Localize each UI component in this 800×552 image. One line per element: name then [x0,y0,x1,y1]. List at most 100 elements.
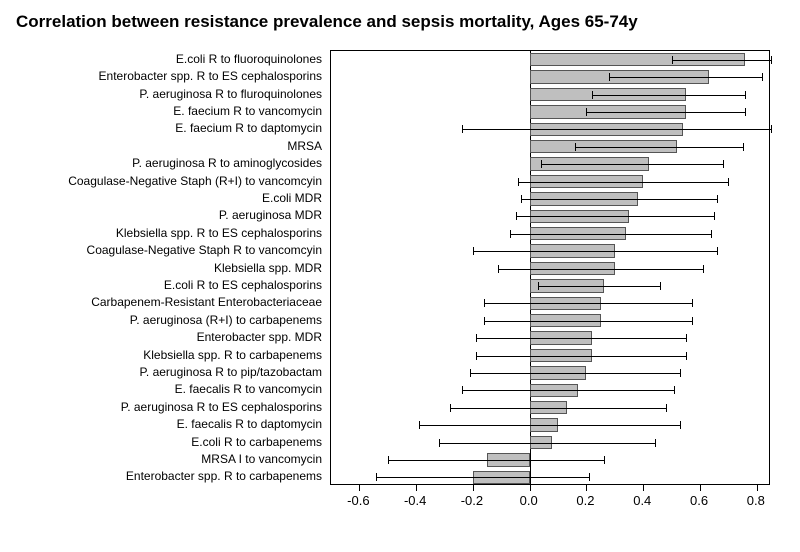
error-cap [450,404,451,412]
error-cap [473,247,474,255]
y-axis-label: E.coli R to ES cephalosporins [164,279,322,291]
error-bar [672,60,771,61]
y-axis-label: Klebsiella spp. R to carbapenems [143,349,322,361]
error-cap [660,282,661,290]
y-axis-label: P. aeruginosa R to aminoglycosides [132,157,322,169]
error-cap [680,369,681,377]
error-cap [586,108,587,116]
error-cap [762,73,763,81]
error-cap [470,369,471,377]
error-bar [476,356,686,357]
x-tick-label: -0.4 [404,493,426,508]
error-bar [388,460,604,461]
error-cap [462,125,463,133]
error-cap [743,143,744,151]
error-cap [728,178,729,186]
y-axis-label: E. faecium R to daptomycin [175,122,322,134]
error-cap [711,230,712,238]
y-axis-label: P. aeruginosa R to ES cephalosporins [121,401,322,413]
error-cap [484,299,485,307]
y-axis-label: P. aeruginosa (R+I) to carbapenems [130,314,322,326]
y-axis-label: Enterobacter spp. R to carbapenems [126,470,322,482]
error-cap [771,56,772,64]
error-bar [376,477,589,478]
error-cap [521,195,522,203]
error-cap [745,108,746,116]
error-cap [498,265,499,273]
error-bar [498,269,702,270]
error-bar [462,390,675,391]
error-bar [473,251,717,252]
error-cap [516,212,517,220]
error-cap [771,125,772,133]
y-axis-label: Coagulase-Negative Staph (R+I) to vancom… [68,175,322,187]
y-axis-label: E. faecalis R to daptomycin [177,418,322,430]
error-cap [476,334,477,342]
x-tick-label: 0.0 [520,493,538,508]
y-axis-label: Enterobacter spp. R to ES cephalosporins [99,70,322,82]
error-bar [439,443,655,444]
error-cap [589,473,590,481]
error-bar [419,425,680,426]
error-bar [538,286,660,287]
y-axis-label: Klebsiella spp. R to ES cephalosporins [116,227,322,239]
error-cap [745,91,746,99]
error-bar [575,147,742,148]
x-tick-label: -0.2 [461,493,483,508]
error-bar [586,112,745,113]
error-cap [655,439,656,447]
x-tick-label: -0.6 [347,493,369,508]
error-bar [476,338,686,339]
y-axis-label: Klebsiella spp. MDR [214,262,322,274]
error-cap [692,317,693,325]
error-cap [476,352,477,360]
error-cap [541,160,542,168]
error-bar [470,373,680,374]
error-cap [723,160,724,168]
y-axis-label: E. faecalis R to vancomycin [175,383,322,395]
y-axis-label: E. faecium R to vancomycin [173,105,322,117]
error-cap [717,195,718,203]
y-axis-label: Enterobacter spp. MDR [197,331,322,343]
error-bar [541,164,723,165]
error-bar [484,303,691,304]
error-cap [604,456,605,464]
error-cap [609,73,610,81]
y-axis-label: MRSA [287,140,322,152]
chart-container: Correlation between resistance prevalenc… [0,0,800,552]
error-cap [692,299,693,307]
error-cap [703,265,704,273]
error-cap [538,282,539,290]
error-bar [484,321,691,322]
y-axis-label: Coagulase-Negative Staph R to vancomcyin [87,244,322,256]
x-tick-label: 0.6 [690,493,708,508]
error-bar [518,182,728,183]
error-bar [462,129,771,130]
y-axis-label: P. aeruginosa R to pip/tazobactam [139,366,322,378]
error-cap [376,473,377,481]
error-cap [672,56,673,64]
error-bar [516,216,715,217]
error-bar [521,199,717,200]
error-cap [686,352,687,360]
error-cap [714,212,715,220]
y-axis-label: P. aeruginosa MDR [219,209,322,221]
error-cap [680,421,681,429]
error-cap [717,247,718,255]
y-axis-label: Carbapenem-Resistant Enterobacteriaceae [91,296,322,308]
x-tick-label: 0.4 [633,493,651,508]
plot-box [330,50,770,485]
error-cap [686,334,687,342]
error-cap [518,178,519,186]
error-bar [592,95,745,96]
x-axis: -0.6 -0.4 -0.2 0.0 0.2 0.4 0.6 0.8 [330,485,770,515]
x-tick-label: 0.8 [747,493,765,508]
y-axis-label: E.coli MDR [262,192,322,204]
y-axis-label: E.coli R to carbapenems [191,436,322,448]
error-cap [462,386,463,394]
error-bar [609,77,762,78]
error-cap [484,317,485,325]
x-tick-label: 0.2 [576,493,594,508]
error-cap [674,386,675,394]
plot-area: -0.6 -0.4 -0.2 0.0 0.2 0.4 0.6 0.8 E.coli R to … [10,40,780,530]
